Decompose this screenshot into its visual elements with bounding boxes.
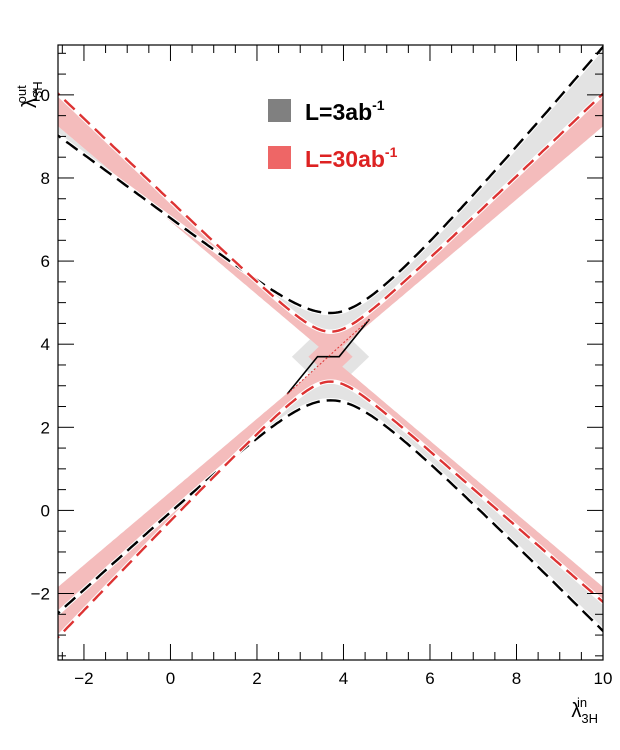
legend-swatch-30ab (268, 146, 291, 169)
y-tick-labels: −2 0 2 4 6 8 10 (31, 86, 50, 604)
y-axis-title: λ3Hout (14, 81, 45, 108)
legend-label-3ab: L=3ab-1 (305, 97, 385, 125)
plot-frame (57, 44, 604, 661)
legend-label-30ab: L=30ab-1 (305, 144, 398, 172)
contour-30ab-lower-halo (58, 379, 603, 641)
x-tick-label: 10 (594, 669, 613, 688)
x-tick-labels: −2 0 2 4 6 8 10 (74, 669, 612, 688)
contour-3ab-upper (58, 45, 603, 315)
x-tick-label: 0 (166, 669, 175, 688)
y-tick-label: 8 (41, 169, 50, 188)
x-tick-label: −2 (74, 669, 93, 688)
x-tick-label: 8 (512, 669, 521, 688)
best-fit-30ab (286, 318, 370, 395)
legend-entry-3ab: L=3ab-1 (268, 97, 385, 125)
contour-3ab-lower-halo (58, 398, 603, 635)
central-fit-lines (286, 318, 371, 395)
y-tick-label: 2 (41, 418, 50, 437)
x-axis-title: λ3Hin (571, 695, 598, 726)
legend: L=3ab-1 L=30ab-1 (268, 97, 398, 172)
contour-30ab-upper (58, 91, 603, 333)
y-tick-label: 0 (41, 501, 50, 520)
x-tick-label: 4 (339, 669, 348, 688)
legend-entry-30ab: L=30ab-1 (268, 144, 398, 172)
contour-30ab-lower (58, 380, 603, 640)
band-30ab-lower (58, 356, 603, 638)
band-3ab-upper (58, 46, 603, 357)
contour-lines (58, 45, 603, 641)
y-tick-label: −2 (31, 585, 50, 604)
contour-3ab-lower (58, 399, 603, 633)
y-tick-label: 10 (31, 86, 50, 105)
best-fit-3ab (286, 318, 371, 395)
x-tick-label: 2 (252, 669, 261, 688)
x-tick-label: 6 (425, 669, 434, 688)
legend-swatch-3ab (268, 99, 291, 122)
axis-ticks (58, 45, 604, 660)
y-tick-label: 4 (41, 335, 50, 354)
y-tick-label: 6 (41, 252, 50, 271)
